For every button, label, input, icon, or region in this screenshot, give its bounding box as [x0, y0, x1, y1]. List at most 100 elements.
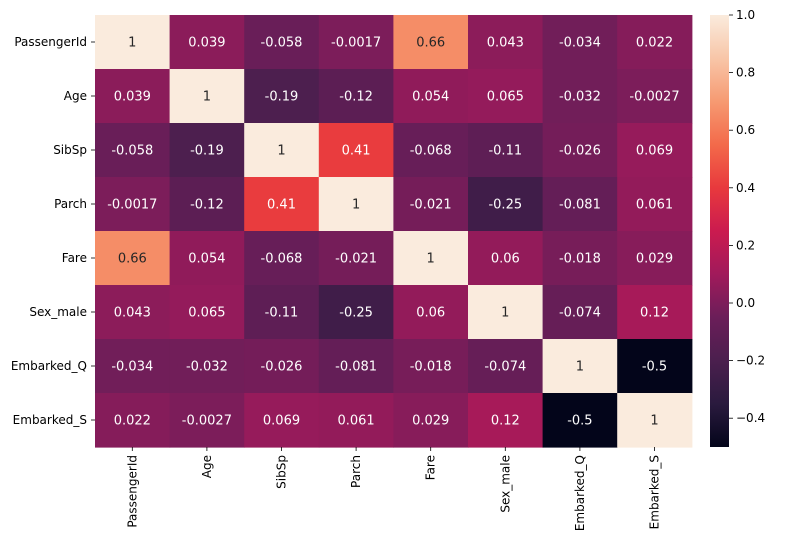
cell-value-label: -0.018 — [410, 360, 452, 375]
cell-value-label: 0.022 — [114, 414, 151, 429]
cell-value-label: 0.043 — [487, 36, 524, 51]
x-tick-label: Age — [200, 455, 214, 478]
heatmap-cell — [468, 339, 544, 394]
cell-value-label: 0.069 — [636, 144, 673, 159]
cell-value-label: 0.41 — [267, 198, 296, 213]
cell-value-label: 0.054 — [188, 252, 225, 267]
colorbar-tick-label: 1.0 — [736, 8, 755, 22]
cell-value-label: -0.032 — [186, 360, 228, 375]
heatmap-cell — [393, 177, 469, 232]
cell-value-label: -0.081 — [335, 360, 377, 375]
heatmap-cell — [542, 123, 618, 178]
heatmap-cell — [468, 15, 544, 70]
cell-value-label: -0.0017 — [107, 198, 157, 213]
cell-value-label: -0.0027 — [629, 90, 679, 105]
heatmap-cell — [393, 393, 469, 448]
heatmap-cell — [169, 15, 245, 70]
heatmap-cell — [169, 393, 245, 448]
heatmap-cell — [244, 231, 320, 286]
cell-value-label: -0.25 — [488, 198, 522, 213]
cell-value-label: 0.069 — [263, 414, 300, 429]
cell-value-label: 0.12 — [491, 414, 520, 429]
cell-value-label: -0.021 — [410, 198, 452, 213]
heatmap-cell — [318, 393, 394, 448]
cell-value-label: 1 — [277, 144, 285, 159]
heatmap-cell — [617, 231, 693, 286]
cell-value-label: -0.058 — [111, 144, 153, 159]
heatmap-cell — [95, 177, 171, 232]
y-tick-label: Fare — [62, 251, 87, 265]
heatmap-cell — [468, 285, 544, 340]
heatmap-cell — [244, 393, 320, 448]
cell-value-label: -0.5 — [567, 414, 592, 429]
heatmap-cell — [169, 177, 245, 232]
heatmap-cell — [244, 339, 320, 394]
cell-value-label: -0.11 — [488, 144, 522, 159]
cell-value-label: 0.043 — [114, 306, 151, 321]
heatmap-cell — [468, 231, 544, 286]
heatmap-cell — [542, 231, 618, 286]
heatmap-cell — [617, 285, 693, 340]
y-tick-label: Embarked_Q — [11, 359, 87, 373]
heatmap-cell — [95, 231, 171, 286]
heatmap-cell — [318, 123, 394, 178]
heatmap-cell — [542, 69, 618, 124]
cell-value-label: 0.065 — [487, 90, 524, 105]
heatmap-cell — [95, 123, 171, 178]
heatmap-cell — [393, 285, 469, 340]
cell-value-label: -0.12 — [339, 90, 373, 105]
heatmap-cell — [318, 231, 394, 286]
cell-value-label: -0.018 — [559, 252, 601, 267]
cell-value-label: 0.022 — [636, 36, 673, 51]
cell-value-label: 1 — [128, 36, 136, 51]
colorbar-gradient — [710, 15, 729, 447]
colorbar-tick-label: 0.8 — [736, 66, 755, 80]
heatmap-cell — [393, 15, 469, 70]
colorbar-tick-label: 0.0 — [736, 296, 755, 310]
heatmap-cell — [617, 339, 693, 394]
cell-value-label: 0.66 — [416, 36, 445, 51]
cell-value-label: -0.19 — [190, 144, 224, 159]
heatmap-cell — [244, 123, 320, 178]
x-tick-label: Embarked_Q — [573, 455, 587, 531]
cell-value-label: 0.06 — [416, 306, 445, 321]
cell-value-label: -0.058 — [261, 36, 303, 51]
cell-value-label: -0.12 — [190, 198, 224, 213]
x-tick-label: Parch — [349, 455, 363, 488]
y-tick-label: PassengerId — [14, 35, 87, 49]
heatmap-cell — [169, 123, 245, 178]
x-tick-label: PassengerId — [125, 455, 139, 528]
colorbar-tick-label: 0.2 — [736, 238, 755, 252]
cell-value-label: 1 — [501, 306, 509, 321]
heatmap-cell — [542, 285, 618, 340]
colorbar-tick-label: −0.2 — [736, 354, 765, 368]
cell-value-label: -0.19 — [265, 90, 299, 105]
heatmap-cell — [169, 69, 245, 124]
heatmap-cell — [318, 339, 394, 394]
y-tick-label: Sex_male — [29, 305, 87, 319]
cell-value-label: 0.66 — [118, 252, 147, 267]
y-tick-label: Embarked_S — [13, 413, 87, 427]
heatmap-cell — [617, 123, 693, 178]
cell-value-label: 0.054 — [412, 90, 449, 105]
heatmap-cell — [95, 69, 171, 124]
cell-value-label: 0.41 — [342, 144, 371, 159]
cell-value-label: 1 — [203, 90, 211, 105]
cell-value-label: -0.034 — [559, 36, 601, 51]
cell-value-label: -0.5 — [642, 360, 667, 375]
heatmap-cell — [169, 231, 245, 286]
heatmap-cell — [393, 231, 469, 286]
heatmap-cell — [617, 69, 693, 124]
cell-value-label: 0.06 — [491, 252, 520, 267]
cell-value-label: 0.061 — [337, 414, 374, 429]
cell-value-label: 1 — [427, 252, 435, 267]
cell-value-label: -0.068 — [410, 144, 452, 159]
heatmap-cell — [393, 339, 469, 394]
heatmap-cell — [393, 123, 469, 178]
heatmap-cell — [95, 393, 171, 448]
y-tick-labels: PassengerId Age SibSp Parch Fare Sex_male Emba… — [11, 35, 95, 427]
heatmap-cell — [468, 123, 544, 178]
cell-value-label: 0.039 — [114, 90, 151, 105]
cell-value-label: 0.039 — [188, 36, 225, 51]
heatmap-cell — [542, 339, 618, 394]
